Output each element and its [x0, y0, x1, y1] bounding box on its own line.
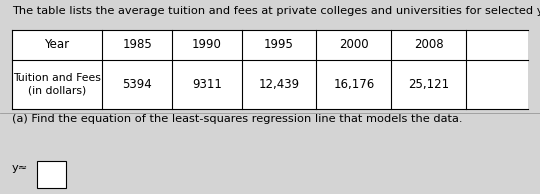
Bar: [37, 161, 66, 188]
Text: 16,176: 16,176: [333, 78, 375, 91]
Text: (a) Find the equation of the least-squares regression line that models the data.: (a) Find the equation of the least-squar…: [12, 114, 462, 125]
Text: 1990: 1990: [192, 38, 222, 51]
Text: 5394: 5394: [122, 78, 152, 91]
Text: 1985: 1985: [122, 38, 152, 51]
Text: 25,121: 25,121: [408, 78, 449, 91]
Text: The table lists the average tuition and fees at private colleges and universitie: The table lists the average tuition and …: [12, 6, 540, 16]
Text: 9311: 9311: [192, 78, 222, 91]
Bar: [12, 30, 528, 109]
Text: y≈: y≈: [12, 163, 28, 173]
Text: 2008: 2008: [414, 38, 443, 51]
Text: 2000: 2000: [339, 38, 369, 51]
Text: 12,439: 12,439: [259, 78, 300, 91]
Text: Tuition and Fees
(in dollars): Tuition and Fees (in dollars): [13, 73, 101, 95]
Text: 1995: 1995: [264, 38, 294, 51]
Text: Year: Year: [44, 38, 70, 51]
